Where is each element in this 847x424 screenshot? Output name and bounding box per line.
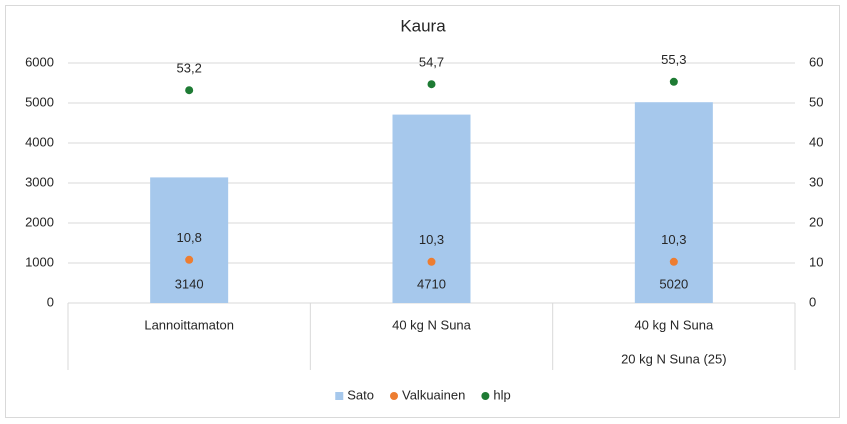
y2-tick-label: 0 <box>809 294 816 309</box>
y2-tick-label: 40 <box>809 134 823 149</box>
x-tick-label: Lannoittamaton <box>144 317 234 332</box>
legend-label: Sato <box>347 387 374 402</box>
legend-label: hlp <box>493 387 510 402</box>
data-label: 55,3 <box>661 52 686 67</box>
data-label: 53,2 <box>177 61 202 76</box>
y-tick-label: 5000 <box>25 94 54 109</box>
data-label: 10,3 <box>661 232 686 247</box>
point <box>669 257 678 266</box>
bar <box>150 177 229 303</box>
data-label: 10,8 <box>177 230 202 245</box>
point <box>185 86 194 95</box>
data-label: 4710 <box>417 276 446 291</box>
data-label: 10,3 <box>419 232 444 247</box>
legend-marker <box>335 392 344 400</box>
point <box>427 257 436 266</box>
data-label: 5020 <box>659 276 688 291</box>
legend-marker <box>390 392 399 400</box>
y2-tick-label: 10 <box>809 254 823 269</box>
bar <box>634 102 713 303</box>
x-tick-label: 40 kg N Suna <box>392 317 472 332</box>
data-label: 54,7 <box>419 55 444 70</box>
y-tick-label: 6000 <box>25 54 54 69</box>
y2-tick-label: 20 <box>809 214 823 229</box>
legend-label: Valkuainen <box>402 387 465 402</box>
point <box>185 255 194 264</box>
data-label: 3140 <box>175 276 204 291</box>
x-subtick-label: 20 kg N Suna (25) <box>621 351 727 366</box>
y-tick-label: 1000 <box>25 254 54 269</box>
bar <box>392 114 471 303</box>
point <box>669 77 678 86</box>
y-tick-label: 0 <box>47 294 54 309</box>
chart-title: Kaura <box>400 16 446 35</box>
y-tick-label: 4000 <box>25 134 54 149</box>
legend-marker <box>481 392 490 400</box>
point <box>427 80 436 89</box>
y-tick-label: 2000 <box>25 214 54 229</box>
x-tick-label: 40 kg N Suna <box>634 317 714 332</box>
y-tick-label: 3000 <box>25 174 54 189</box>
y2-tick-label: 50 <box>809 94 823 109</box>
y2-tick-label: 30 <box>809 174 823 189</box>
y2-tick-label: 60 <box>809 54 823 69</box>
